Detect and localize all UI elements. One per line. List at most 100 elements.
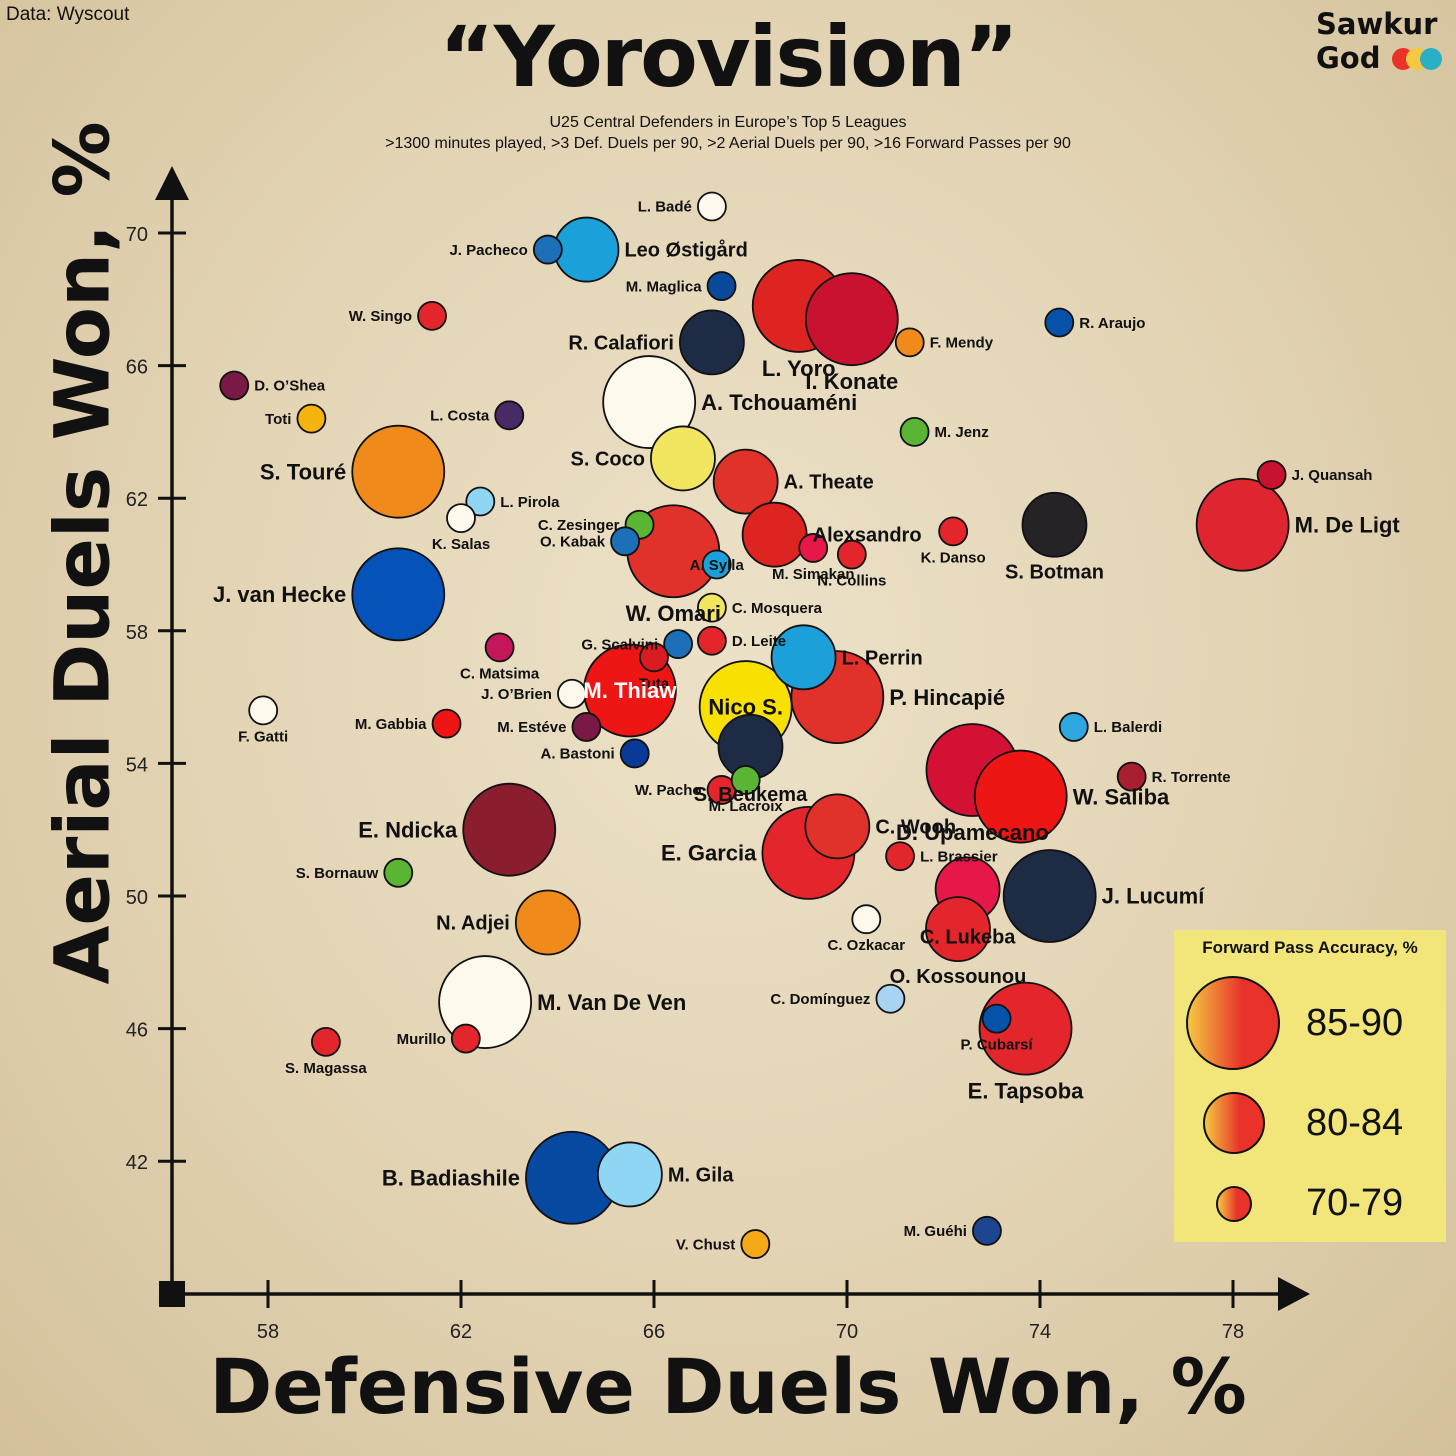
player-bubble	[619, 738, 650, 769]
player-bubble	[972, 1215, 1002, 1246]
player-label: J. O’Brien	[481, 686, 552, 703]
player-bubble	[804, 793, 871, 860]
x-axis-arrow	[1278, 1277, 1310, 1311]
brand-logo-line1: Sawkur	[1316, 7, 1438, 41]
player-label: S. Beukema	[694, 784, 808, 806]
player-label: C. Ozkacar	[828, 937, 906, 954]
player-label: S. Botman	[1005, 562, 1104, 584]
player-bubble	[1002, 849, 1097, 943]
player-bubble	[219, 370, 250, 401]
player-label: D. Leite	[732, 633, 786, 650]
player-label: C. Lukeba	[920, 926, 1016, 948]
player-label: Leo Østigård	[624, 239, 747, 262]
y-tick-label: 66	[126, 357, 148, 379]
player-bubble	[310, 1026, 341, 1057]
y-tick-label: 58	[126, 622, 148, 644]
player-bubble	[296, 403, 327, 434]
player-label: L. Perrin	[842, 647, 923, 669]
player-label: Nico S.	[708, 695, 783, 720]
player-bubble	[465, 486, 496, 517]
player-label: J. Quansah	[1292, 467, 1373, 484]
player-bubble	[383, 857, 414, 888]
legend-item-small: 70-79	[1174, 1170, 1446, 1230]
x-axis-title: Defensive Duels Won, %	[209, 1342, 1247, 1431]
player-bubble	[610, 526, 640, 557]
player-label: S. Coco	[570, 448, 644, 470]
axis-origin-marker	[159, 1281, 185, 1307]
player-label: C. Zesinger	[538, 517, 620, 534]
data-source: Data: Wyscout	[6, 4, 130, 25]
player-label: B. Badiashile	[382, 1165, 520, 1190]
player-bubble	[446, 503, 476, 533]
player-bubble	[1058, 712, 1089, 742]
player-label: A. Theate	[784, 472, 874, 494]
player-bubble	[431, 708, 462, 739]
player-label: L. Brassier	[920, 848, 998, 865]
player-label: A. Bastoni	[541, 746, 615, 763]
player-bubble	[697, 592, 727, 623]
chart-filter-note: >1300 minutes played, >3 Def. Duels per …	[385, 135, 1071, 152]
player-label: I. Konate	[805, 369, 898, 394]
player-bubble	[740, 1229, 771, 1259]
player-label: M. Gabbia	[355, 716, 427, 733]
player-bubble	[770, 624, 837, 691]
player-label: L. Badé	[638, 199, 692, 216]
player-label: O. Kossounou	[890, 966, 1027, 988]
player-bubble	[938, 516, 969, 547]
player-bubble	[1116, 761, 1147, 792]
player-label: W. Saliba	[1073, 784, 1170, 809]
legend-label-large: 85-90	[1306, 1002, 1404, 1044]
player-bubble	[557, 678, 587, 709]
player-bubble	[925, 896, 991, 963]
player-label: W. Singo	[349, 308, 412, 325]
legend-label-small: 70-79	[1306, 1182, 1404, 1224]
player-label: L. Costa	[430, 408, 490, 425]
player-label: Tuta	[639, 675, 670, 692]
legend-item-large: 85-90	[1174, 972, 1446, 1076]
x-tick-label: 58	[257, 1321, 279, 1343]
player-label: F. Gatti	[238, 728, 288, 745]
player-bubble	[494, 400, 525, 431]
player-label: C. Mosquera	[732, 600, 823, 617]
x-tick-label: 74	[1029, 1321, 1051, 1343]
player-label: C. Matsima	[460, 665, 540, 682]
player-label: K. Salas	[432, 536, 490, 553]
player-label: P. Hincapié	[889, 685, 1005, 710]
player-label: C. Domínguez	[770, 991, 870, 1008]
x-tick-label: 62	[450, 1321, 472, 1343]
player-bubble	[679, 309, 745, 376]
player-bubble	[875, 983, 906, 1014]
player-bubble	[973, 749, 1068, 844]
player-label: L. Yoro	[762, 356, 836, 381]
x-tick-label: 78	[1222, 1321, 1244, 1343]
brand-logo-line2: God	[1316, 41, 1381, 75]
player-label: J. Pacheco	[449, 242, 527, 259]
y-tick-label: 46	[126, 1020, 148, 1042]
player-bubble	[663, 629, 694, 659]
player-label: M. Simakan	[772, 566, 855, 583]
player-bubble	[697, 191, 727, 222]
player-bubble	[1195, 477, 1290, 572]
legend-label-medium: 80-84	[1306, 1102, 1404, 1144]
player-label: S. Magassa	[285, 1060, 367, 1077]
legend-title: Forward Pass Accuracy, %	[1202, 938, 1418, 957]
player-label: E. Garcia	[661, 841, 757, 866]
player-bubble	[484, 632, 515, 663]
player-bubble	[602, 355, 697, 449]
player-bubble	[712, 448, 779, 515]
player-bubble	[730, 765, 761, 795]
y-tick-label: 42	[126, 1152, 148, 1174]
player-bubble	[885, 841, 915, 872]
player-label: M. Guéhi	[904, 1223, 967, 1240]
chart-subtitle: U25 Central Defenders in Europe’s Top 5 …	[549, 114, 907, 131]
player-label: M. Estéve	[497, 719, 566, 736]
player-bubble	[571, 712, 602, 742]
player-bubble	[450, 1023, 481, 1054]
player-bubble	[1021, 491, 1088, 558]
player-label: C. Wooh	[875, 816, 956, 838]
player-label: P. Cubarsí	[960, 1037, 1033, 1054]
legend-dot-large	[1186, 976, 1280, 1070]
player-label: K. Danso	[921, 549, 986, 566]
player-bubble	[514, 889, 581, 956]
player-bubble	[706, 271, 737, 301]
